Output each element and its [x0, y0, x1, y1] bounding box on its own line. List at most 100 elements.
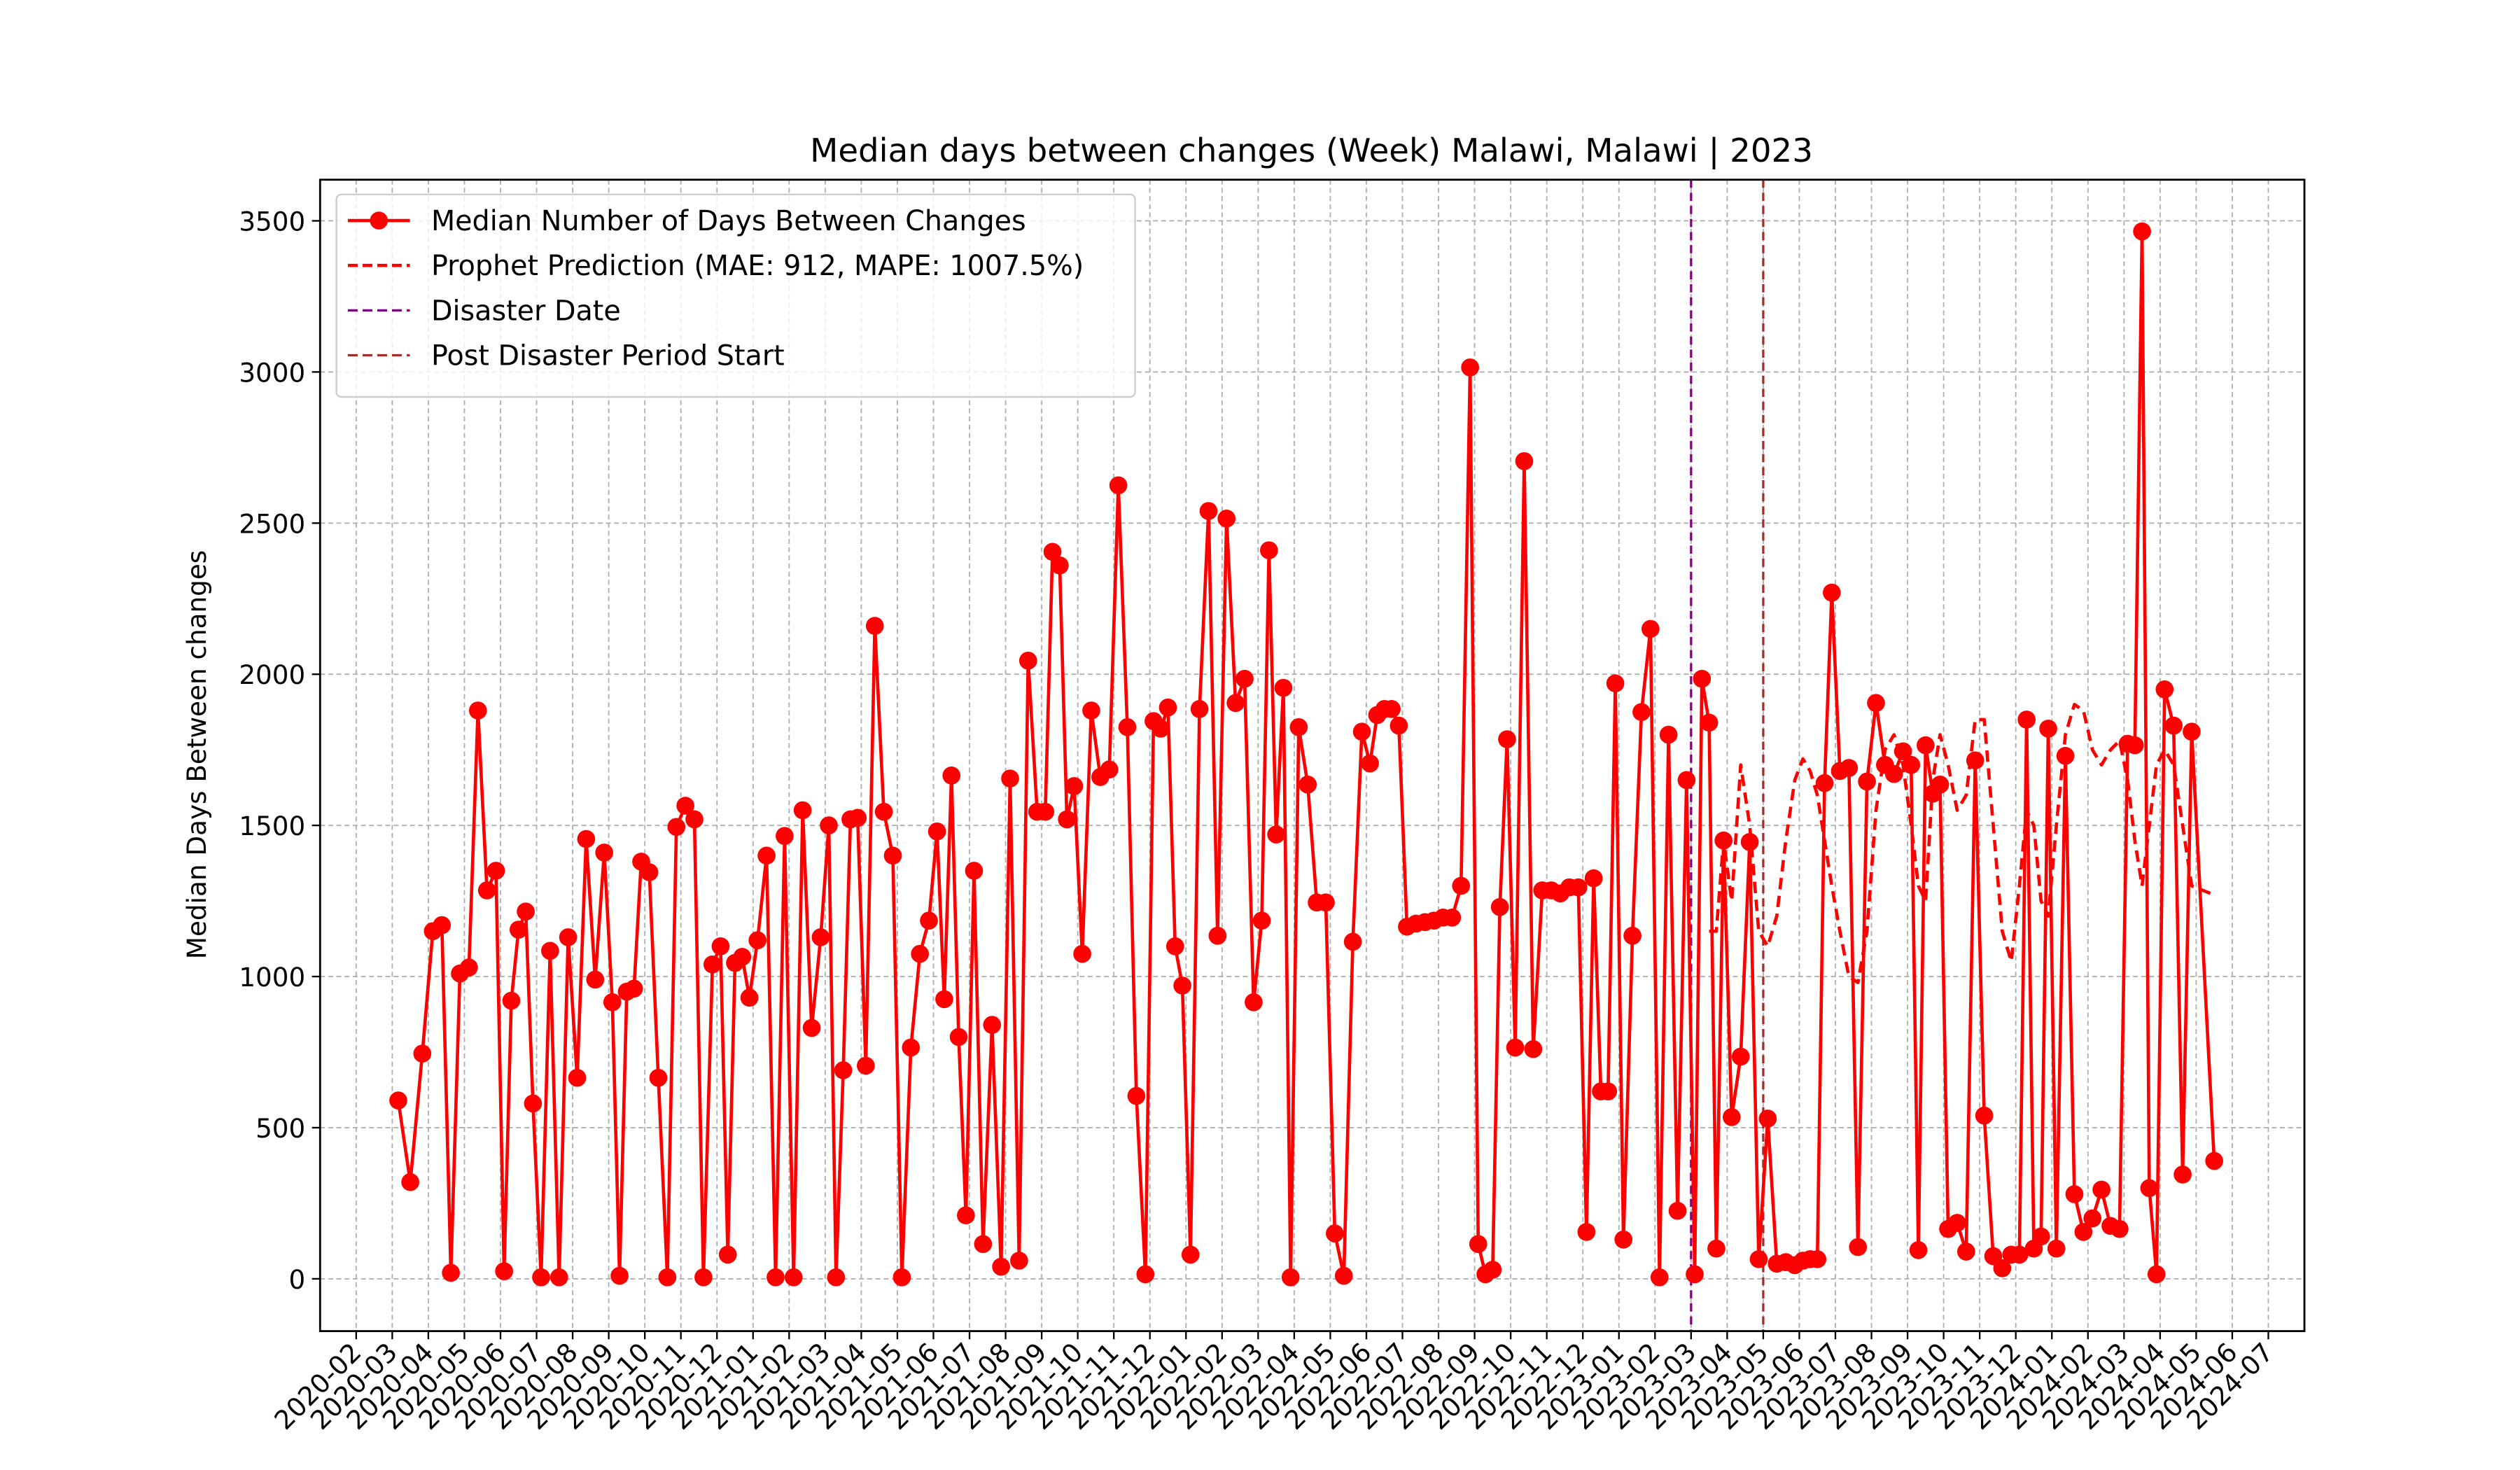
data-point [1217, 509, 1236, 528]
data-point [848, 808, 867, 827]
data-point [1700, 713, 1718, 732]
data-point [2174, 1166, 2192, 1184]
y-tick-label: 2500 [239, 508, 305, 539]
data-point [740, 988, 759, 1007]
data-point [1840, 759, 1858, 777]
data-point [1352, 722, 1371, 741]
data-point [1443, 909, 1462, 927]
data-point [389, 1091, 407, 1110]
data-point [949, 1028, 968, 1046]
data-point [1650, 1268, 1669, 1287]
data-point [1010, 1252, 1028, 1270]
data-point [1849, 1238, 1868, 1256]
data-point [1749, 1250, 1768, 1268]
data-point [649, 1068, 668, 1087]
data-point [748, 931, 767, 950]
data-point [1173, 976, 1191, 995]
data-point [460, 958, 478, 976]
data-point [2039, 720, 2057, 738]
data-point [703, 955, 722, 974]
data-point [2047, 1239, 2066, 1258]
data-point [784, 1268, 803, 1287]
data-point [532, 1268, 550, 1287]
data-point [1334, 1266, 1353, 1285]
legend-label: Median Number of Days Between Changes [431, 205, 1026, 237]
data-point [2183, 722, 2201, 741]
data-point [1158, 698, 1177, 717]
data-point [834, 1061, 853, 1079]
data-point [992, 1257, 1010, 1276]
data-point [1382, 700, 1401, 718]
data-point [892, 1268, 911, 1287]
data-point [1577, 1223, 1596, 1241]
legend-label: Disaster Date [431, 295, 621, 327]
data-point [1993, 1259, 2012, 1278]
data-point [1082, 701, 1100, 720]
data-point [1390, 716, 1408, 735]
data-point [2031, 1227, 2050, 1246]
data-point [1226, 694, 1245, 713]
legend-box [335, 193, 1136, 398]
data-point [1127, 1086, 1146, 1105]
data-point [1506, 1038, 1525, 1057]
data-point [1515, 451, 1534, 470]
data-point [694, 1268, 713, 1287]
data-point [1043, 542, 1062, 561]
data-point [1058, 810, 1077, 829]
data-point [1483, 1261, 1502, 1279]
series-line [1709, 703, 2216, 985]
data-point [1181, 1245, 1200, 1264]
data-point [1642, 620, 1660, 638]
data-point [433, 916, 451, 934]
data-point [793, 801, 812, 820]
data-point [2074, 1223, 2093, 1241]
data-point [559, 928, 578, 946]
data-point [1858, 772, 1876, 791]
data-point [401, 1172, 419, 1191]
data-point [568, 1068, 587, 1087]
data-point [550, 1268, 568, 1287]
data-point [811, 928, 830, 946]
legend-label: Post Disaster Period Start [431, 340, 785, 372]
data-point [658, 1268, 677, 1287]
y-tick-label: 3000 [239, 357, 305, 388]
data-point [1975, 1106, 1994, 1125]
data-point [1152, 720, 1170, 738]
data-point [874, 802, 893, 821]
data-point [1267, 825, 1285, 844]
data-point [1677, 771, 1696, 790]
data-point [1036, 802, 1055, 821]
data-point [1815, 774, 1834, 792]
data-point [1051, 556, 1069, 575]
data-point [827, 1268, 846, 1287]
data-point [1361, 754, 1379, 773]
data-point [495, 1262, 513, 1280]
data-point [477, 881, 496, 899]
data-point [2017, 710, 2036, 729]
data-point [610, 1266, 629, 1285]
data-point [911, 944, 929, 963]
data-point [1166, 937, 1184, 955]
data-point [718, 1245, 737, 1264]
y-axis-label: Median Days Between changes [181, 550, 212, 959]
data-point [757, 846, 776, 865]
data-point [1109, 476, 1128, 495]
data-point [2010, 1245, 2029, 1264]
data-point [517, 902, 535, 921]
data-point [883, 846, 902, 865]
data-point [1917, 736, 1935, 755]
data-point [711, 937, 730, 955]
legend-marker [370, 211, 388, 230]
data-point [1606, 674, 1625, 693]
data-point [802, 1018, 821, 1037]
data-point [927, 822, 946, 841]
data-point [1902, 755, 1921, 774]
data-point [1722, 1108, 1741, 1126]
data-point [1190, 700, 1209, 718]
data-point [1931, 776, 1949, 794]
data-point [1948, 1214, 1966, 1232]
plot-frame [318, 178, 2306, 1332]
data-point [685, 810, 704, 829]
data-point [1707, 1239, 1726, 1258]
data-point [1461, 358, 1479, 377]
